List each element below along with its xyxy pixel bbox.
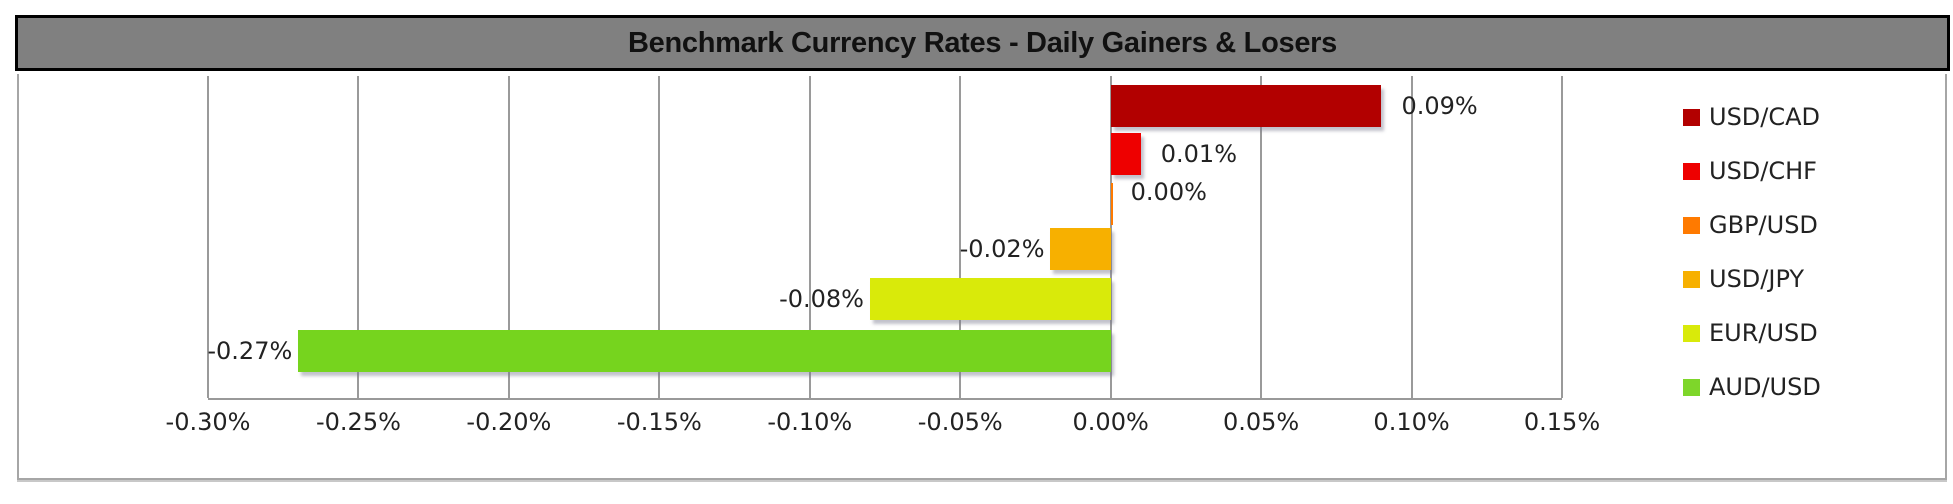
x-tick-label: -0.10% (767, 408, 853, 436)
legend-label: AUD/USD (1709, 373, 1821, 401)
bar-usd-cad[interactable] (1110, 85, 1382, 127)
plot-area: 0.09% 0.01% 0.00% -0.02% -0.08% -0.27% (207, 76, 1563, 400)
legend: USD/CAD USD/CHF GBP/USD USD/JPY EUR/USD AUD/U… (1683, 90, 1821, 414)
gridline (1260, 76, 1263, 398)
data-label: -0.08% (779, 285, 864, 313)
x-tick-label: -0.30% (165, 408, 251, 436)
legend-item[interactable]: EUR/USD (1683, 306, 1821, 360)
chart-title: Benchmark Currency Rates - Daily Gainers… (628, 26, 1337, 59)
bar-gbp-usd[interactable] (1110, 183, 1113, 225)
gridline (658, 76, 661, 398)
x-tick-label: 0.05% (1222, 408, 1300, 436)
x-tick-label: -0.25% (315, 408, 401, 436)
x-tick-label: 0.10% (1373, 408, 1450, 436)
data-label: -0.02% (959, 235, 1045, 263)
chart-title-bar: Benchmark Currency Rates - Daily Gainers… (15, 15, 1950, 71)
legend-swatch-icon (1683, 162, 1700, 180)
gridline (1410, 76, 1413, 398)
bar-usd-jpy[interactable] (1050, 228, 1111, 270)
data-label: 0.09% (1401, 92, 1478, 120)
legend-label: USD/CHF (1709, 157, 1817, 185)
legend-item[interactable]: AUD/USD (1683, 360, 1821, 414)
legend-item[interactable]: USD/CAD (1683, 90, 1821, 144)
data-label: 0.00% (1130, 178, 1207, 206)
x-tick-label: -0.05% (917, 408, 1003, 436)
gridline (357, 76, 360, 398)
legend-label: USD/CAD (1709, 103, 1821, 131)
x-tick-label: -0.15% (616, 408, 702, 436)
gridline (507, 76, 510, 398)
x-tick-label: -0.20% (466, 408, 552, 436)
legend-label: USD/JPY (1709, 265, 1805, 293)
bar-aud-usd[interactable] (298, 330, 1111, 372)
chart-panel (17, 74, 1947, 480)
x-tick-label: 0.15% (1523, 408, 1601, 436)
legend-item[interactable]: GBP/USD (1683, 198, 1821, 252)
x-tick-label: 0.00% (1072, 408, 1149, 436)
legend-swatch-icon (1683, 324, 1700, 342)
gridline (808, 76, 811, 398)
gridline (1109, 76, 1112, 398)
legend-label: GBP/USD (1709, 211, 1818, 239)
legend-swatch-icon (1683, 378, 1700, 396)
bar-eur-usd[interactable] (869, 278, 1111, 320)
legend-label: EUR/USD (1709, 319, 1818, 347)
data-label: 0.01% (1160, 140, 1237, 168)
legend-item[interactable]: USD/CHF (1683, 144, 1821, 198)
bar-usd-chf[interactable] (1110, 133, 1141, 175)
gridline (207, 76, 209, 398)
legend-item[interactable]: USD/JPY (1683, 252, 1821, 306)
data-label: -0.27% (207, 337, 293, 365)
gridline (959, 76, 962, 398)
legend-swatch-icon (1683, 270, 1700, 288)
legend-swatch-icon (1683, 216, 1700, 234)
legend-swatch-icon (1683, 108, 1700, 126)
gridline (1561, 76, 1563, 398)
